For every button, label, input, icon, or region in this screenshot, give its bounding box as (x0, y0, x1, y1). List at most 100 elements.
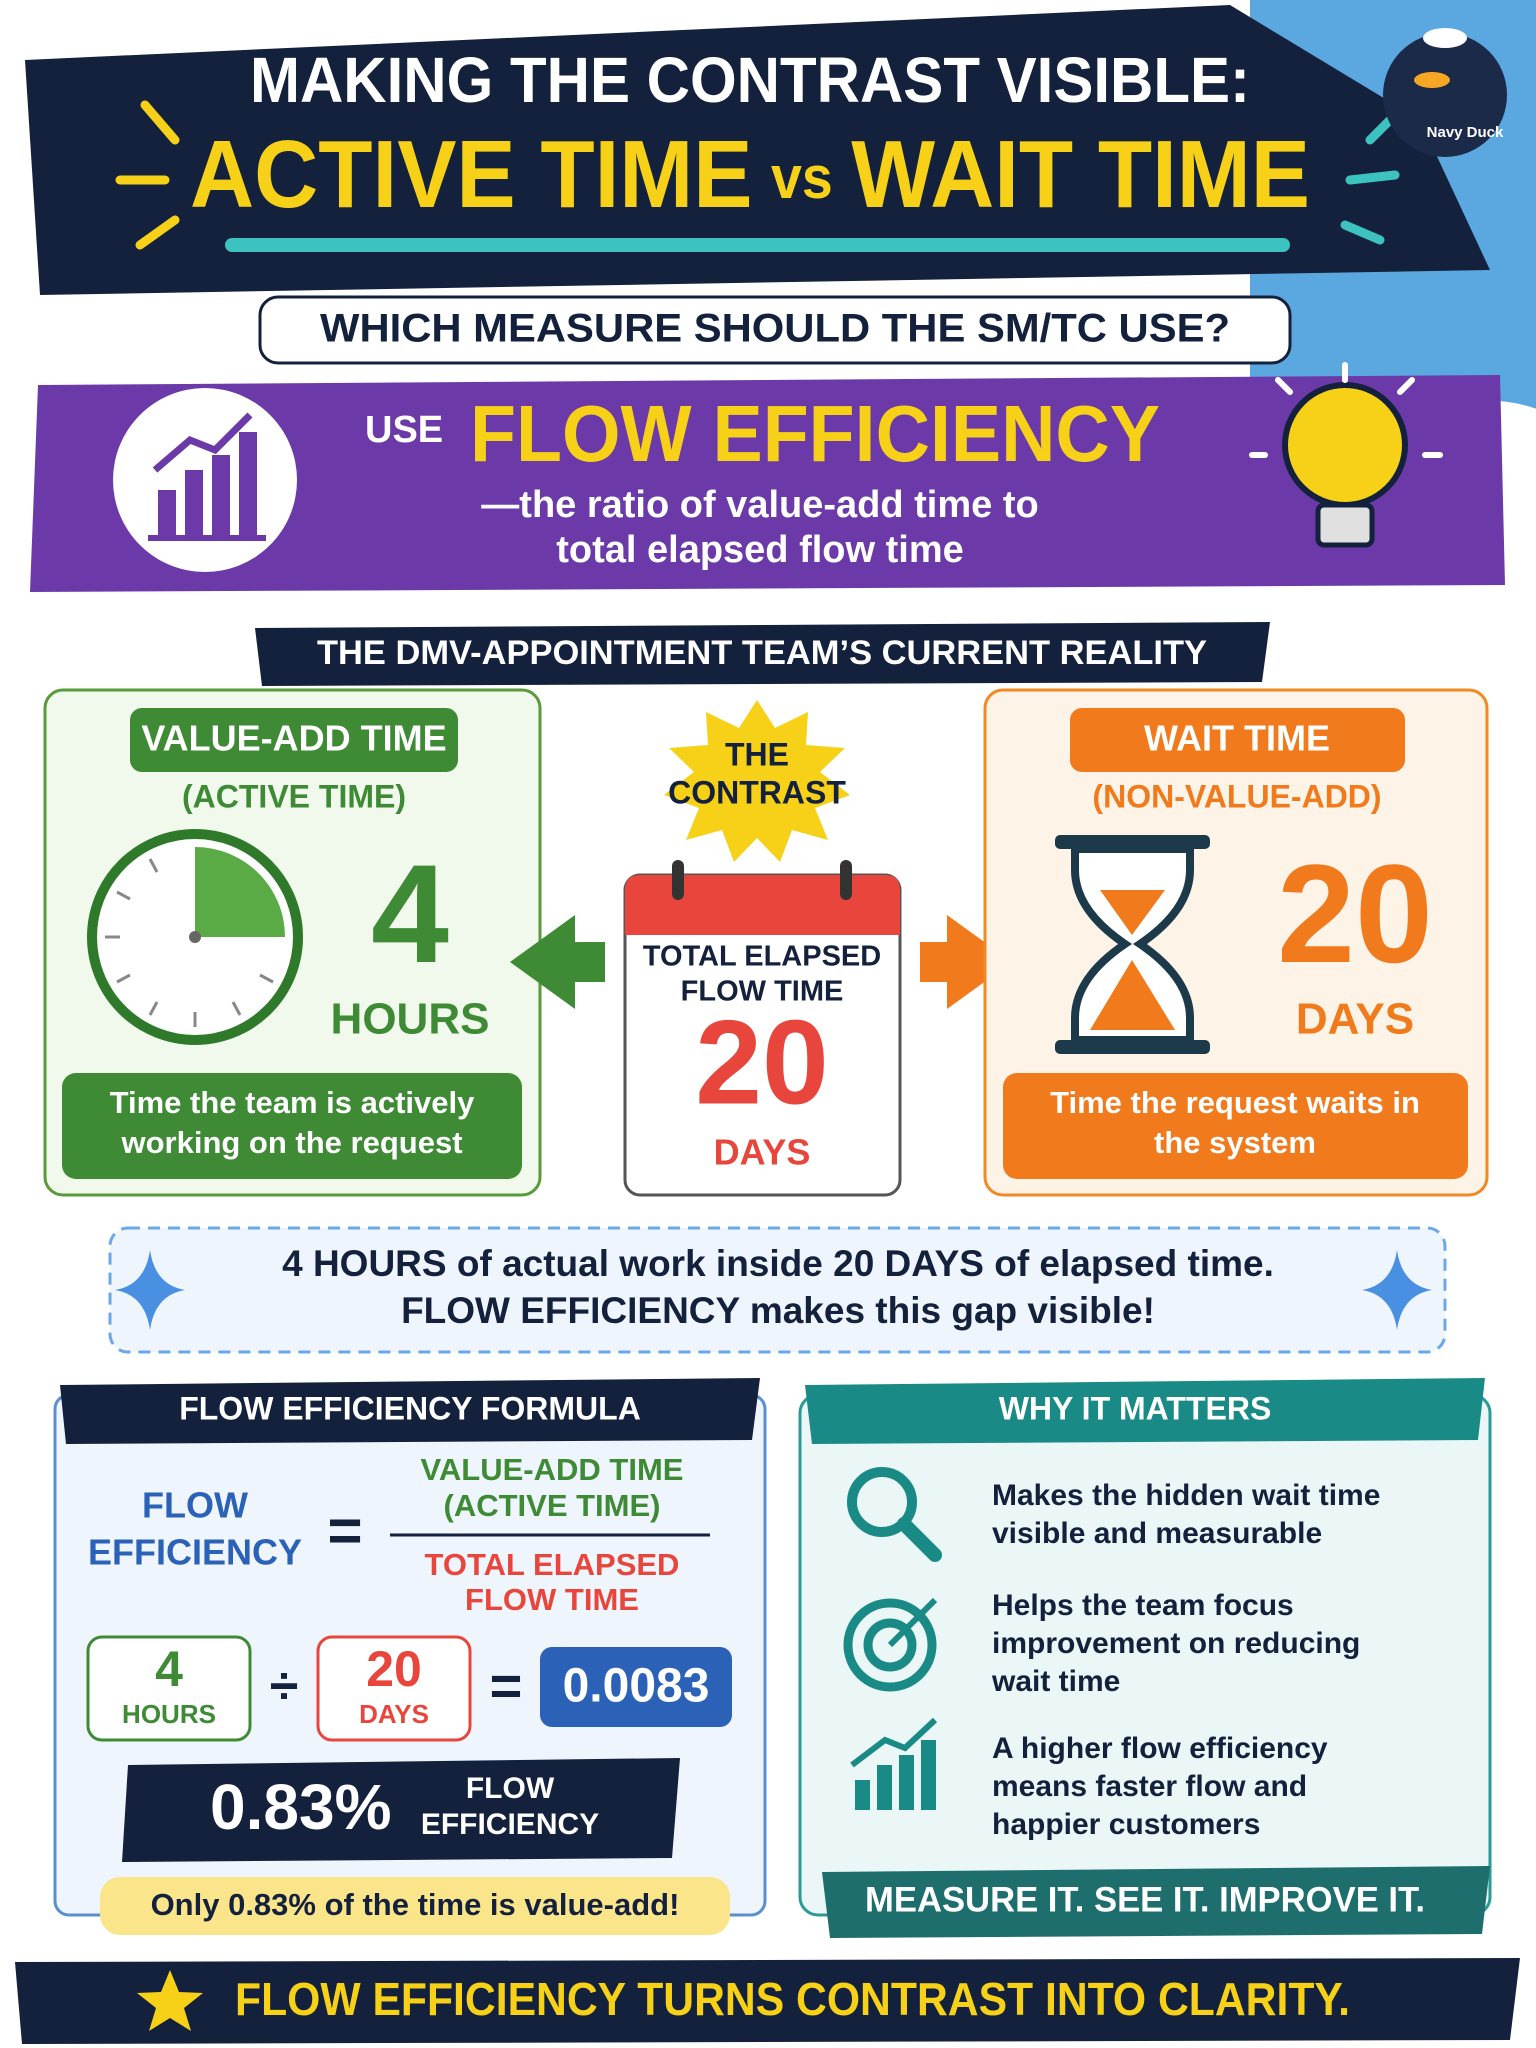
recommendation-definition: total elapsed flow time (556, 529, 964, 571)
formula-result: 0.0083 (563, 1660, 710, 1713)
note-pill (100, 1877, 730, 1935)
growth-icon (850, 1717, 938, 1810)
calendar-ring (840, 860, 852, 900)
target-icon (843, 1597, 938, 1692)
result-box (540, 1647, 732, 1727)
hourglass-icon (1055, 835, 1210, 1054)
arrow-right (920, 915, 1012, 1009)
percent-label: EFFICIENCY (421, 1808, 599, 1841)
chart-icon (148, 412, 266, 541)
value-add-title-pill (130, 708, 458, 772)
logo-badge (1383, 33, 1507, 157)
calendar-top (625, 875, 900, 935)
logo-cap (1423, 28, 1467, 48)
calendar-label: FLOW TIME (681, 976, 844, 1008)
reality-heading: THE DMV-APPOINTMENT TEAM’S CURRENT REALI… (317, 634, 1207, 672)
logo-text: Navy Duck (1427, 124, 1504, 141)
wait-desc-pill (1003, 1073, 1468, 1179)
logo-beak (1414, 72, 1450, 88)
why-heading-bar (805, 1378, 1485, 1444)
why-footer: MEASURE IT. SEE IT. IMPROVE IT. (865, 1880, 1425, 1919)
wait-description: Time the request waits in (1050, 1085, 1420, 1120)
recommendation-prefix: USE (365, 409, 443, 451)
question: WHICH MEASURE SHOULD THE SM/TC USE? (320, 307, 1230, 351)
clock-wedge (195, 847, 285, 937)
spark (1345, 170, 1400, 185)
tagline-bar (15, 1958, 1520, 2044)
value-add-amount: 4 (371, 835, 449, 992)
bulb-icon (1249, 362, 1443, 548)
arrow-left (510, 915, 605, 1009)
clock-tick (116, 973, 131, 984)
ray (1397, 377, 1415, 395)
formula-heading-bar (60, 1378, 760, 1444)
tagline: FLOW EFFICIENCY TURNS CONTRAST INTO CLAR… (235, 1973, 1350, 2025)
magnifier-lens (847, 1467, 917, 1537)
icon-bar (239, 432, 257, 535)
why-footer-bar (822, 1866, 1490, 1938)
icon-bar (921, 1740, 936, 1810)
wait-unit: DAYS (1296, 995, 1414, 1044)
contrast-label: THE (725, 736, 789, 772)
value-add-title: VALUE-ADD TIME (141, 718, 446, 759)
value-add-description: working on the request (120, 1125, 462, 1160)
formula-numerator: (ACTIVE TIME) (444, 1488, 661, 1523)
hourglass-sand (1100, 890, 1165, 935)
icon-bar (877, 1765, 892, 1810)
formula-equals: = (327, 1497, 362, 1564)
clock-tick (148, 858, 159, 873)
spark (1340, 220, 1385, 245)
title-active: ACTIVE TIME (190, 121, 752, 228)
title-wait: WAIT TIME (851, 121, 1310, 228)
formula-percent: 0.83% (210, 1771, 391, 1843)
clock-ticks (105, 858, 274, 1027)
magnifier-icon (847, 1467, 942, 1562)
value-add-desc-pill (62, 1073, 522, 1179)
hourglass-sand (1090, 960, 1175, 1030)
icon-bar (185, 470, 203, 535)
icon-axis (148, 535, 266, 541)
icon-trend (152, 412, 253, 473)
total-unit: DAYS (359, 1699, 429, 1729)
clock-tick (116, 890, 131, 901)
wait-subtitle: (NON-VALUE-ADD) (1092, 778, 1381, 814)
why-item: happier customers (992, 1808, 1260, 1841)
icon-bar (899, 1755, 914, 1810)
question-pill (258, 295, 1292, 365)
callout-line: 4 HOURS of actual work inside 20 DAYS of… (282, 1243, 1274, 1284)
header-subtitle: ACTIVE TIME vs WAIT TIME (190, 121, 1310, 228)
formula-heading: FLOW EFFICIENCY FORMULA (179, 1390, 641, 1426)
contrast-label: CONTRAST (668, 774, 846, 810)
active-box (86, 1635, 252, 1742)
title-vs: vs (771, 144, 833, 211)
icon-trend (850, 1717, 938, 1768)
recommendation-definition: —the ratio of value-add time to (481, 484, 1038, 526)
bulb-glass (1282, 382, 1408, 508)
clock-center (189, 931, 201, 943)
value-add-unit: HOURS (331, 995, 490, 1044)
formula-divide: ÷ (270, 1658, 299, 1716)
formula-lhs: EFFICIENCY (88, 1532, 302, 1573)
icon-bar (158, 490, 176, 535)
percent-label: FLOW (466, 1772, 555, 1805)
magnifier-handle (897, 1517, 942, 1562)
wait-description: the system (1154, 1125, 1316, 1160)
spark (135, 215, 180, 250)
why-item: means faster flow and (992, 1770, 1307, 1803)
sparks-left (115, 100, 180, 250)
percent-bar (122, 1758, 680, 1862)
calendar-amount: 20 (695, 996, 828, 1130)
clock-tick (231, 1001, 242, 1016)
bulb-rays (1249, 362, 1443, 458)
clock-tick (259, 973, 274, 984)
calendar-unit: DAYS (714, 1132, 811, 1173)
callout-box (108, 1226, 1447, 1354)
wait-title-pill (1070, 708, 1405, 772)
formula-denominator: TOTAL ELAPSED (425, 1547, 680, 1582)
contrast-burst (664, 700, 850, 862)
chart-icon-bg (113, 388, 297, 572)
clock-tick (148, 1001, 159, 1016)
total-amount: 20 (366, 1641, 422, 1697)
calendar-ring (672, 860, 684, 900)
